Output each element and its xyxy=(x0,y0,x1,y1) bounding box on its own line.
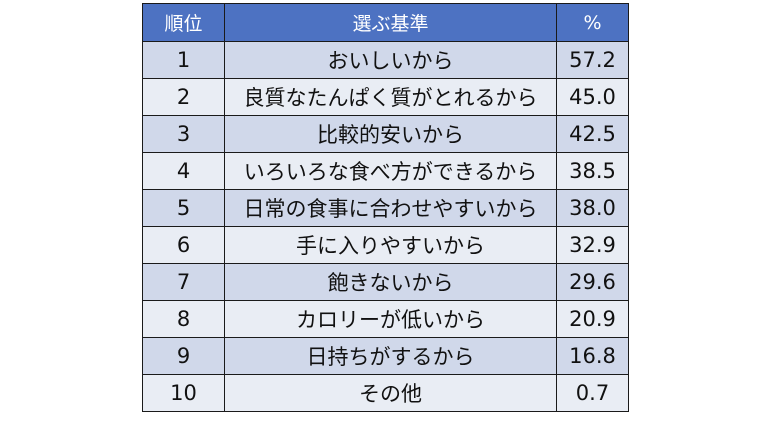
table-row: 1 おいしいから 57.2 xyxy=(142,41,629,79)
reason-cell: 日持ちがするから xyxy=(224,337,557,375)
rank-cell: 7 xyxy=(142,263,225,301)
reason-cell: おいしいから xyxy=(224,41,557,79)
reason-cell: 飽きないから xyxy=(224,263,557,301)
percent-cell: 42.5 xyxy=(556,115,629,153)
percent-cell: 29.6 xyxy=(556,263,629,301)
percent-cell: 32.9 xyxy=(556,226,629,264)
reason-cell: その他 xyxy=(224,374,557,412)
percent-cell: 20.9 xyxy=(556,300,629,338)
header-rank: 順位 xyxy=(142,3,225,42)
rank-cell: 6 xyxy=(142,226,225,264)
table-row: 10 その他 0.7 xyxy=(142,374,629,412)
rank-cell: 10 xyxy=(142,374,225,412)
table-row: 3 比較的安いから 42.5 xyxy=(142,115,629,153)
table-row: 6 手に入りやすいから 32.9 xyxy=(142,226,629,264)
rank-cell: 9 xyxy=(142,337,225,375)
table-row: 7 飽きないから 29.6 xyxy=(142,263,629,301)
table-row: 5 日常の食事に合わせやすいから 38.0 xyxy=(142,189,629,227)
reason-cell: いろいろな食べ方ができるから xyxy=(224,152,557,190)
ranking-table: 順位 選ぶ基準 % 1 おいしいから 57.2 2 良質なたんぱく質がとれるから 45.0… xyxy=(142,3,629,412)
table-body: 1 おいしいから 57.2 2 良質なたんぱく質がとれるから 45.0 3 比較的安いから 42… xyxy=(142,41,629,412)
percent-cell: 38.0 xyxy=(556,189,629,227)
table-row: 4 いろいろな食べ方ができるから 38.5 xyxy=(142,152,629,190)
table-row: 2 良質なたんぱく質がとれるから 45.0 xyxy=(142,78,629,116)
rank-cell: 2 xyxy=(142,78,225,116)
percent-cell: 38.5 xyxy=(556,152,629,190)
reason-cell: 手に入りやすいから xyxy=(224,226,557,264)
reason-cell: カロリーが低いから xyxy=(224,300,557,338)
rank-cell: 5 xyxy=(142,189,225,227)
table-row: 9 日持ちがするから 16.8 xyxy=(142,337,629,375)
header-row: 順位 選ぶ基準 % xyxy=(142,3,629,42)
header-percent: % xyxy=(556,3,629,42)
rank-cell: 4 xyxy=(142,152,225,190)
header-reason: 選ぶ基準 xyxy=(224,3,557,42)
percent-cell: 57.2 xyxy=(556,41,629,79)
percent-cell: 0.7 xyxy=(556,374,629,412)
reason-cell: 良質なたんぱく質がとれるから xyxy=(224,78,557,116)
percent-cell: 16.8 xyxy=(556,337,629,375)
reason-cell: 比較的安いから xyxy=(224,115,557,153)
rank-cell: 3 xyxy=(142,115,225,153)
rank-cell: 1 xyxy=(142,41,225,79)
reason-cell: 日常の食事に合わせやすいから xyxy=(224,189,557,227)
table-row: 8 カロリーが低いから 20.9 xyxy=(142,300,629,338)
percent-cell: 45.0 xyxy=(556,78,629,116)
rank-cell: 8 xyxy=(142,300,225,338)
